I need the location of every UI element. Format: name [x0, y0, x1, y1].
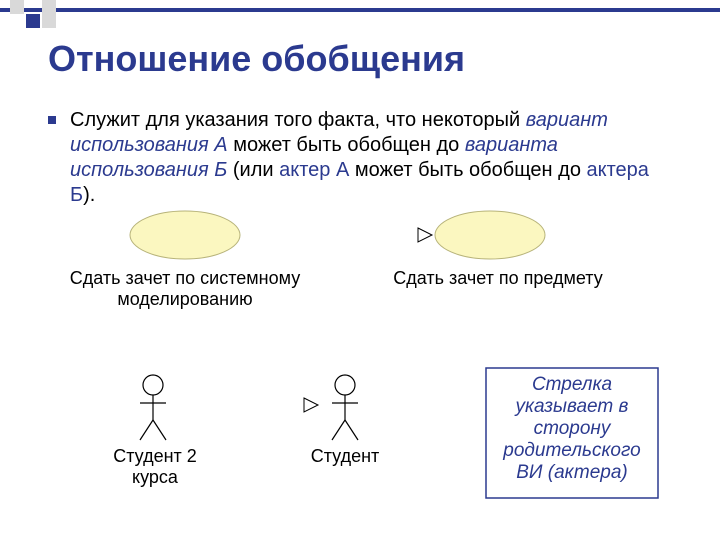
bullet-row: Служит для указания того факта, что неко…: [48, 108, 668, 208]
usecase-ellipse-right: [435, 211, 545, 259]
top-bar: [0, 8, 720, 12]
actor-left: [140, 375, 166, 440]
deco-square-1: [10, 0, 24, 14]
slide-title: Отношение обобщения: [48, 38, 465, 80]
note-box-text: Стрелка указывает в сторону родительског…: [490, 374, 654, 484]
usecase-label-right: Сдать зачет по предмету: [378, 268, 618, 289]
body-seg-9: ).: [83, 184, 95, 206]
body-seg-3: может быть обобщен до: [233, 134, 465, 156]
deco-square-2: [26, 14, 40, 28]
usecase-label-left: Сдать зачет по системному моделированию: [60, 268, 310, 310]
body-text: Служит для указания того факта, что неко…: [70, 108, 668, 208]
deco-square-4: [42, 14, 56, 28]
generalization-arrow-usecase: [418, 228, 432, 242]
body-seg-5: (или: [233, 159, 279, 181]
actor-label-left: Студент 2 курса: [100, 446, 210, 488]
deco-square-3: [42, 0, 56, 14]
generalization-arrow-actor: [304, 398, 318, 412]
actor-label-right: Студент: [300, 446, 390, 467]
body-seg-6: актер А: [279, 159, 349, 181]
bullet-icon: [48, 116, 56, 124]
body-seg-1: Служит для указания того факта, что неко…: [70, 109, 526, 131]
actor-right: [332, 375, 358, 440]
body-seg-7: может быть обобщен до: [355, 159, 587, 181]
usecase-ellipse-left: [130, 211, 240, 259]
slide: Отношение обобщения Служит для указания …: [0, 0, 720, 540]
